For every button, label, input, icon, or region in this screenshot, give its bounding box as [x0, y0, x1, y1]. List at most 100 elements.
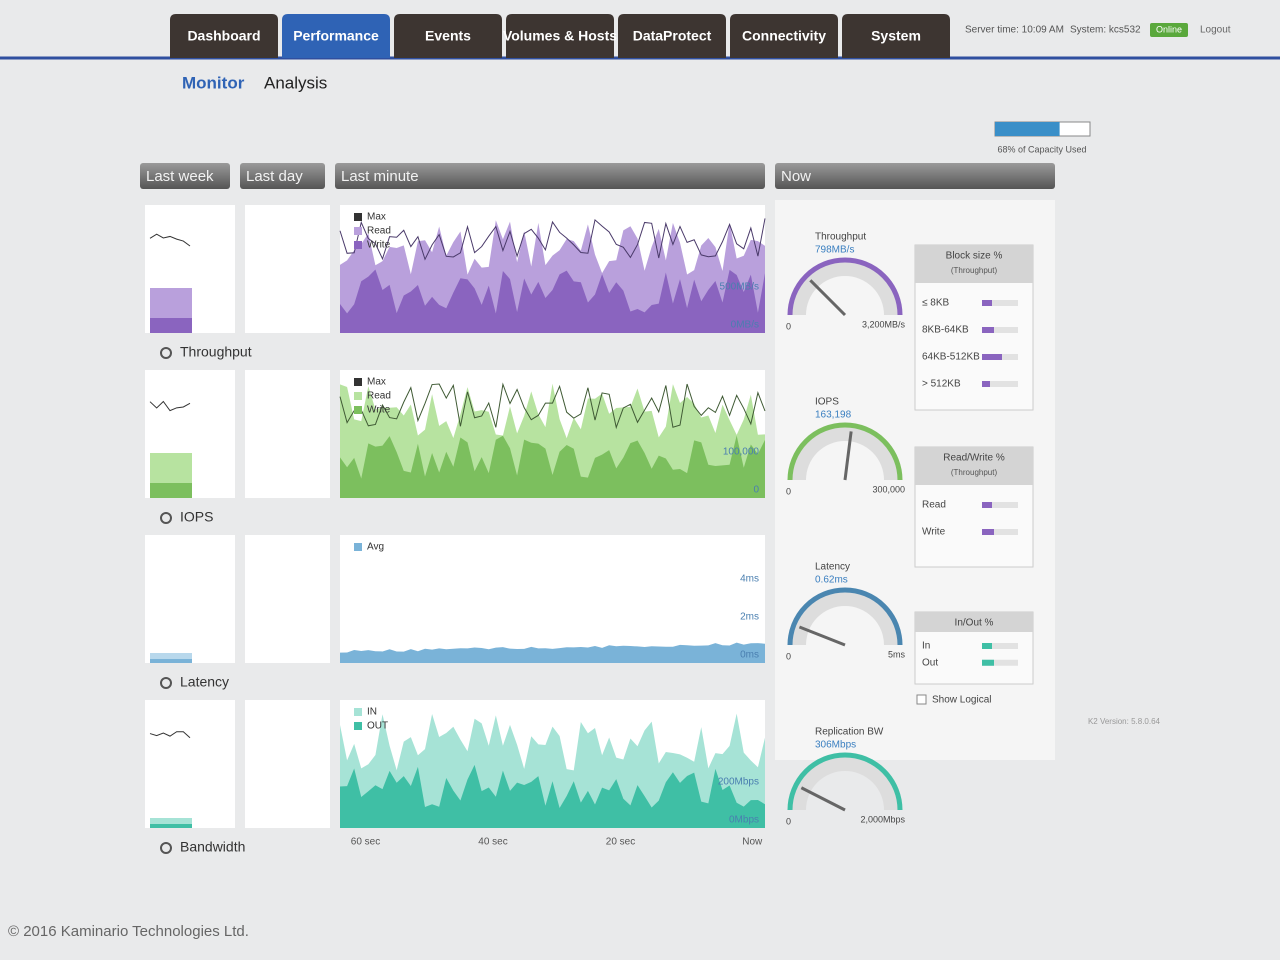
period-label[interactable]: Last week	[146, 168, 214, 185]
period-header[interactable]	[140, 163, 230, 189]
legend-label: Write	[367, 240, 391, 251]
tab-label[interactable]: System	[871, 28, 921, 44]
legend-label: Max	[367, 212, 386, 223]
tab[interactable]	[506, 14, 614, 58]
period-label[interactable]: Last minute	[341, 168, 419, 185]
legend-label: Read	[367, 226, 391, 237]
side-panel-header	[915, 447, 1033, 485]
week-bar-dark	[150, 318, 192, 333]
item-track	[982, 529, 1018, 535]
x-axis-label: Now	[742, 837, 763, 848]
item-fill	[982, 502, 992, 508]
logout-link[interactable]: Logout	[1200, 25, 1231, 36]
side-panel-subtitle: (Throughput)	[951, 468, 998, 477]
gauge-track	[790, 590, 900, 646]
row-label: IOPS	[180, 509, 213, 525]
week-panel	[145, 700, 235, 828]
row-label: Bandwidth	[180, 839, 245, 855]
day-panel	[245, 370, 330, 498]
max-line-decoration	[339, 218, 766, 261]
item-track	[982, 300, 1018, 306]
capacity-bar	[995, 122, 1060, 136]
gauge-max: 300,000	[872, 484, 905, 494]
area-decoration	[340, 764, 765, 828]
y-axis-label: 0Mbps	[729, 815, 759, 826]
tab[interactable]	[842, 14, 950, 58]
gauge-value: 798MB/s	[815, 245, 854, 256]
x-axis-label: 60 sec	[351, 837, 380, 848]
subtab[interactable]: Analysis	[264, 73, 327, 92]
side-panel-subtitle: (Throughput)	[951, 266, 998, 275]
day-panel	[245, 535, 330, 663]
item-track	[982, 327, 1018, 333]
tab-label[interactable]: DataProtect	[633, 28, 712, 44]
gauge-title: IOPS	[815, 397, 839, 408]
legend-swatch	[354, 708, 362, 716]
y-axis-label: 0	[753, 485, 759, 496]
gauge-band	[787, 422, 903, 481]
gauge-track	[790, 425, 900, 481]
gauge-value: 0.62ms	[815, 575, 848, 586]
checkbox[interactable]	[916, 694, 927, 705]
subtab[interactable]: Monitor	[182, 73, 245, 92]
side-panel-title: Block size %	[946, 251, 1003, 262]
day-panel	[245, 700, 330, 828]
period-label[interactable]: Last day	[246, 168, 303, 185]
week-line-decoration	[149, 400, 191, 412]
tab[interactable]	[730, 14, 838, 58]
version: K2 Version: 5.8.0.64	[1088, 717, 1161, 726]
tab[interactable]	[282, 14, 390, 58]
gauge-needle	[843, 431, 853, 481]
legend-label: Read	[367, 391, 391, 402]
week-line-decoration	[149, 233, 191, 247]
tab-label[interactable]: Dashboard	[187, 28, 260, 44]
tab-label[interactable]: Connectivity	[742, 28, 826, 44]
status: Online	[1156, 24, 1182, 34]
side-panel-item: Read	[922, 500, 946, 511]
tab[interactable]	[394, 14, 502, 58]
gauge-needle	[809, 279, 847, 317]
checkbox-label[interactable]: Show Logical	[932, 695, 991, 706]
legend-swatch	[354, 406, 362, 414]
day-panel	[245, 205, 330, 333]
row-icon	[160, 842, 172, 854]
tab-label[interactable]: Performance	[293, 28, 379, 44]
tab-label[interactable]: Events	[425, 28, 471, 44]
area-decoration	[340, 435, 765, 498]
week-panel	[145, 535, 235, 663]
gauge-title: Latency	[815, 562, 850, 573]
week-bar	[150, 653, 192, 663]
gauge-max: 2,000Mbps	[860, 814, 905, 824]
legend-swatch	[354, 722, 362, 730]
gauge-title: Replication BW	[815, 727, 884, 738]
period-header[interactable]	[335, 163, 765, 189]
gauge-max: 3,200MB/s	[862, 319, 906, 329]
area-decoration	[340, 269, 765, 333]
gauge-value: 306Mbps	[815, 740, 856, 751]
period-header[interactable]	[240, 163, 325, 189]
area-decoration	[340, 642, 765, 663]
legend-swatch	[354, 378, 362, 386]
x-axis-label: 40 sec	[478, 837, 507, 848]
row-label: Throughput	[180, 344, 252, 360]
side-panel-item: ≤ 8KB	[922, 298, 949, 309]
gauge-needle	[800, 786, 846, 812]
item-fill	[982, 529, 994, 535]
period-label[interactable]: Now	[781, 168, 811, 185]
tab[interactable]	[618, 14, 726, 58]
item-fill	[982, 381, 990, 387]
tab[interactable]	[170, 14, 278, 58]
period-header[interactable]	[775, 163, 1055, 189]
gauge-track	[790, 260, 900, 316]
tab-label[interactable]: Volumes & Hosts	[503, 28, 617, 44]
legend-label: Max	[367, 377, 386, 388]
legend-label: Write	[367, 405, 391, 416]
legend-label: OUT	[367, 721, 388, 732]
gauge-min: 0	[786, 321, 791, 331]
legend-label: IN	[367, 707, 377, 718]
side-panel-item: Out	[922, 657, 938, 668]
side-panel-header	[915, 245, 1033, 283]
y-axis-label: 0ms	[740, 650, 759, 661]
week-bar-dark	[150, 824, 192, 828]
